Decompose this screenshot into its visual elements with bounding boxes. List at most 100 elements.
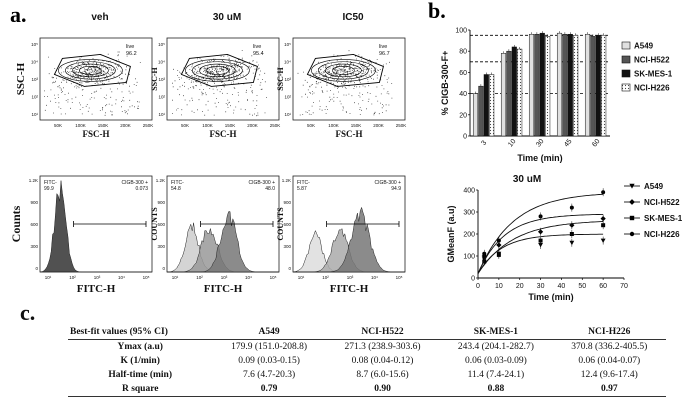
y-tick-label: 100: [463, 254, 475, 261]
live-gate: [180, 53, 258, 87]
y-tick-label: 100: [455, 28, 467, 35]
density-contour: [206, 66, 229, 75]
x-tick-label: 100K: [328, 123, 339, 128]
table-row-label: Ymax (a.u): [117, 342, 163, 352]
bar-nci-h226: [573, 35, 579, 137]
y-tick-label: 10²: [31, 95, 38, 100]
y-tick-label: 600: [30, 222, 38, 227]
density-contour: [318, 61, 369, 80]
x-axis-label: FSC-H: [83, 129, 110, 139]
table-header-cell: Best-fit values (95% CI): [68, 324, 213, 340]
table-cell: 0.90: [325, 382, 440, 397]
y-tick-label: 10⁵: [284, 42, 291, 47]
density-contour: [65, 61, 116, 80]
x-tick-label: 10³: [347, 275, 354, 280]
y-tick-label: 10⁴: [158, 60, 165, 65]
gate-value: 95.4: [253, 51, 264, 57]
y-axis-label: % CIGB-300-F+: [440, 51, 450, 116]
table-cell: 179.9 (151.0-208.8): [231, 342, 308, 352]
x-axis-label: Time (min): [517, 153, 562, 163]
x-tick-label: 150K: [351, 123, 362, 128]
bar-a549: [500, 53, 507, 137]
x-axis-label: FITC-H: [204, 283, 243, 295]
legend-swatch: [621, 69, 631, 78]
y-axis-label: COUNTS: [150, 207, 159, 241]
bar-nci-h226: [489, 74, 495, 137]
x-tick-label: 0: [476, 283, 480, 290]
histogram-peak: [39, 180, 152, 273]
y-tick-label: 10³: [158, 77, 165, 82]
legend-label: A549: [644, 182, 664, 191]
y-tick-label: 0: [162, 266, 165, 271]
legend-label: NCI-H226: [644, 230, 680, 239]
bar-nci-h522: [562, 33, 568, 137]
histogram-plot-2: FITC-54.8 CIGB-300 +48.0 1.2K 900 600 300 0 10¹…: [150, 175, 280, 295]
y-tick-label: 60: [459, 70, 467, 77]
bar-sk-mes-1: [567, 33, 573, 137]
y-tick-label: 0: [463, 134, 467, 141]
legend-swatch: [621, 55, 631, 64]
column-title: 30 uM: [213, 12, 241, 23]
table-cell: 0.09 (0.03-0.15): [238, 356, 300, 366]
table-row: Ymax (a.u) 179.9 (151.0-208.8) 271.3 (23…: [68, 340, 666, 355]
y-tick-label: 10¹: [284, 112, 291, 117]
bar-nci-h226: [601, 35, 607, 137]
y-tick-label: 40: [459, 91, 467, 98]
histogram-peak: [293, 206, 405, 273]
positive-value: 48.0: [265, 186, 275, 192]
x-tick-label: 50: [578, 283, 586, 290]
table-cell: 12.4 (9.6-17.4): [580, 370, 638, 380]
density-contour: [332, 66, 355, 75]
bar-sk-mes-1: [595, 35, 601, 137]
y-tick-label: 20: [459, 112, 467, 119]
bar-a549: [556, 32, 563, 137]
x-tick-label: 60: [591, 138, 601, 149]
y-tick-label: 10¹: [158, 112, 165, 117]
legend-marker: [629, 215, 635, 221]
bar-a549: [472, 93, 479, 137]
bar-nci-h522: [478, 85, 484, 137]
density-contour: [199, 63, 236, 78]
y-axis-label: GMeanF (a.u): [446, 205, 456, 262]
legend-label: NCI-H522: [634, 56, 670, 65]
y-axis-label: Counts: [9, 205, 23, 242]
x-tick-label: 10⁵: [396, 275, 403, 280]
x-tick-label: 10⁵: [143, 275, 150, 280]
table-header-cell: A549: [212, 324, 326, 340]
y-tick-label: 1.2K: [29, 178, 38, 183]
x-tick-label: 60: [599, 283, 607, 290]
table-row: R square 0.79 0.90 0.88 0.97: [68, 382, 666, 397]
negative-label: FITC-: [297, 180, 310, 186]
table-cell: 8.7 (6.0-15.6): [356, 370, 409, 380]
y-tick-label: 10⁴: [31, 60, 38, 65]
y-tick-label: 0: [471, 276, 475, 283]
positive-label: CIGB-300 +: [121, 180, 148, 186]
table-cell: 271.3 (238.9-303.6): [344, 342, 421, 352]
y-tick-label: 0: [35, 266, 38, 271]
table-row-label: K (1/min): [120, 356, 160, 366]
x-axis-label: FITC-H: [77, 283, 116, 295]
negative-value: 5.87: [297, 186, 307, 192]
x-axis-label: Time (min): [528, 292, 573, 302]
table-header-cell: NCI-H522: [325, 324, 440, 340]
kinetic-chart: 30 uM 0 100 200 300 400 0 10 20 30 40 50 60 70 Time (m…: [446, 174, 683, 302]
legend-swatch: [621, 83, 631, 92]
y-tick-label: 0: [288, 266, 291, 271]
y-tick-label: 600: [283, 222, 291, 227]
x-tick-label: 30: [537, 283, 545, 290]
x-axis-label: FSC-H: [336, 129, 363, 139]
x-tick-label: 10⁴: [245, 275, 252, 280]
y-tick-label: 200: [463, 232, 475, 239]
y-tick-label: 80: [459, 49, 467, 56]
gate-label: live: [126, 44, 134, 50]
x-tick-label: 200K: [373, 123, 384, 128]
table-cell: 0.88: [439, 382, 553, 397]
x-tick-label: 10⁴: [371, 275, 378, 280]
bar-nci-h226: [545, 36, 551, 137]
y-tick-label: 10³: [31, 77, 38, 82]
x-tick-label: 10³: [94, 275, 101, 280]
x-tick-label: 10: [507, 138, 517, 149]
